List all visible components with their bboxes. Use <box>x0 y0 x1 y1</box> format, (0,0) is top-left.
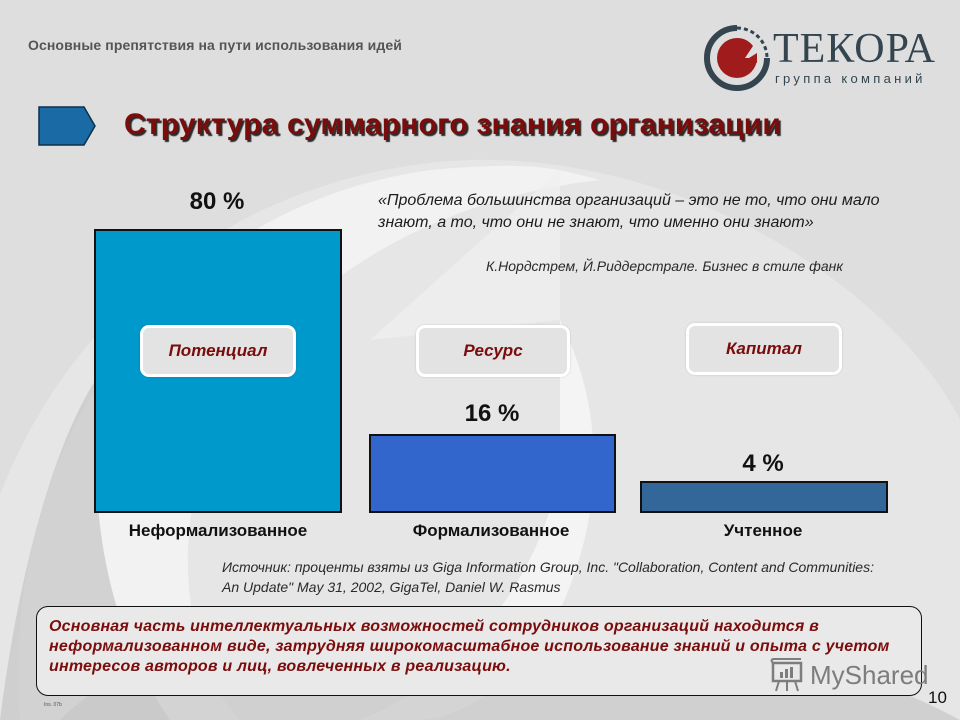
title-arrow-icon <box>38 106 96 146</box>
presentation-board-icon <box>770 658 803 692</box>
quote-text: «Проблема большинства организаций – это … <box>378 192 880 231</box>
bar-value-label: 16 % <box>464 400 520 427</box>
footer-code: Ins. 07b <box>44 702 62 708</box>
bar-value-label: 4 % <box>742 450 784 477</box>
conclusion-box: Основная часть интеллектуальных возможно… <box>36 606 922 696</box>
logo-name: ТЕКОРА <box>773 26 936 72</box>
badge-capital: Капитал <box>686 323 842 375</box>
tekora-logo: ТЕКОРА группа компаний <box>703 24 943 92</box>
badge-resource: Ресурс <box>416 325 570 377</box>
bar-formalized <box>369 434 616 513</box>
badge-potential: Потенциал <box>140 325 296 377</box>
slide-subtitle: Основные препятствия на пути использован… <box>28 37 402 53</box>
myshared-watermark: MyShared <box>770 658 929 692</box>
category-label: Учтенное <box>723 521 803 540</box>
source-citation: Источник: проценты взяты из Giga Informa… <box>222 559 874 595</box>
bar-value-label: 80 % <box>189 188 245 215</box>
bar-accounted <box>640 481 888 513</box>
page-number: 10 <box>928 688 947 707</box>
logo-tagline: группа компаний <box>775 71 926 86</box>
quote-author: К.Нордстрем, Й.Риддерстрале. Бизнес в ст… <box>486 258 843 274</box>
category-label: Формализованное <box>412 521 570 540</box>
logo-mark-icon <box>704 25 770 91</box>
watermark-text: MyShared <box>810 659 929 690</box>
category-label: Неформализованное <box>128 521 308 540</box>
slide-title: Структура суммарного знания организации <box>124 108 782 141</box>
